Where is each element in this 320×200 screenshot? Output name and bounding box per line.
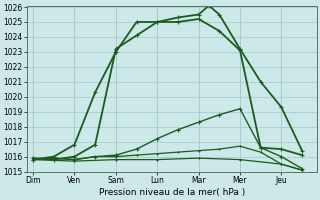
X-axis label: Pression niveau de la mer( hPa ): Pression niveau de la mer( hPa ) — [99, 188, 245, 197]
